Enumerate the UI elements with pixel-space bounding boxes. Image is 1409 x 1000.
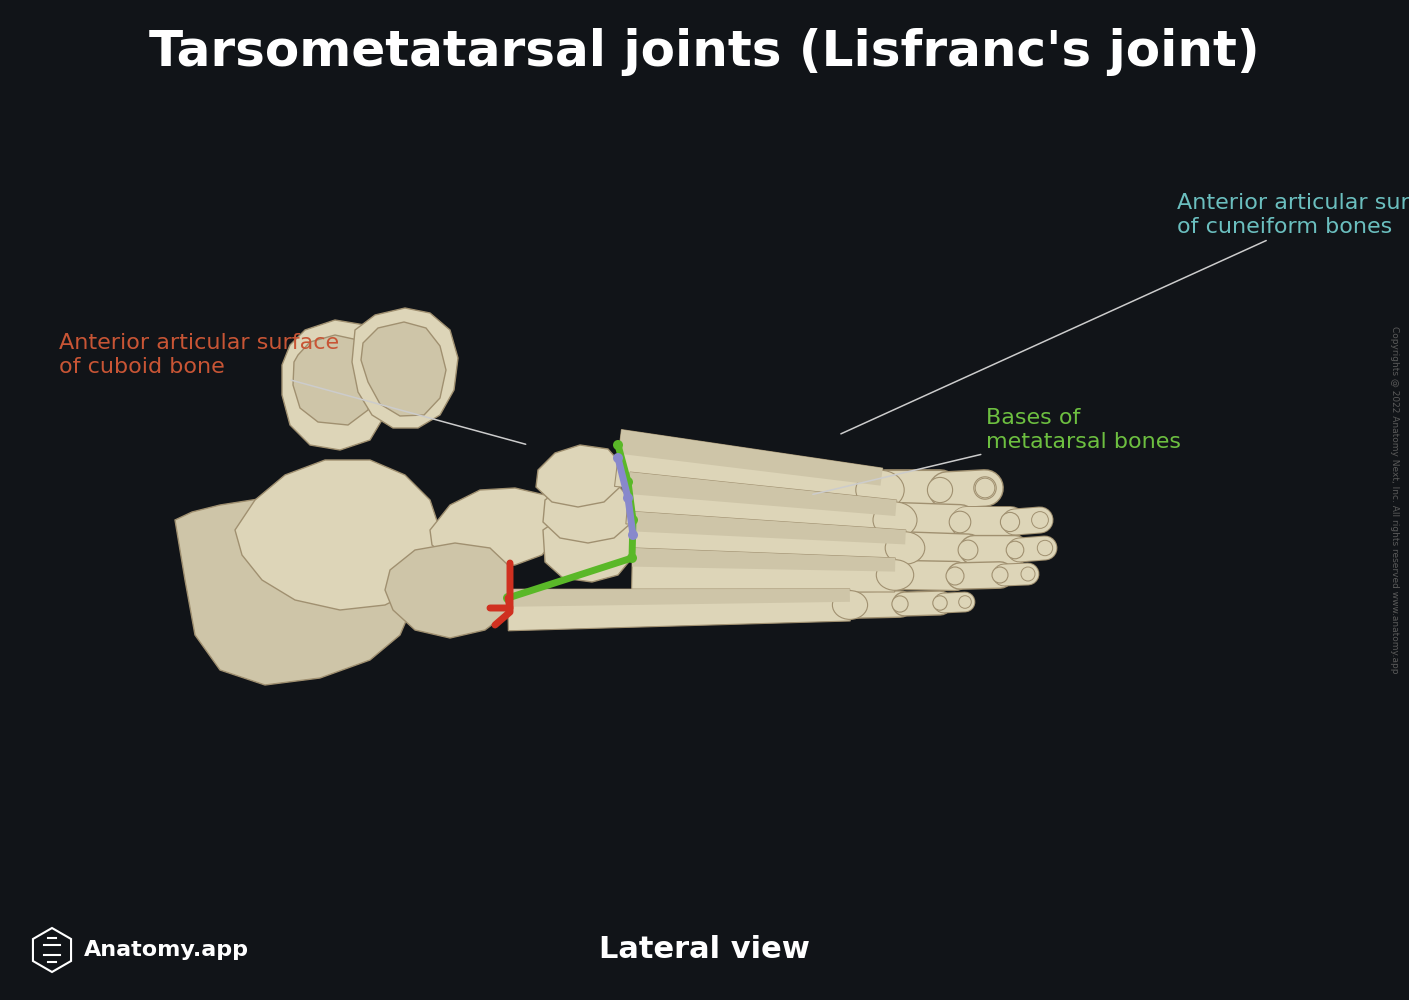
Circle shape	[927, 477, 952, 503]
Polygon shape	[430, 488, 559, 568]
Text: Bases of
metatarsal bones: Bases of metatarsal bones	[813, 408, 1181, 494]
Circle shape	[627, 553, 637, 563]
Text: Anatomy.app: Anatomy.app	[85, 940, 249, 960]
Polygon shape	[507, 589, 850, 631]
Text: Copyrights @ 2022 Anatomy Next, Inc. All rights reserved www.anatomy.app: Copyrights @ 2022 Anatomy Next, Inc. All…	[1391, 326, 1399, 674]
Polygon shape	[507, 589, 850, 607]
Circle shape	[613, 453, 623, 463]
Circle shape	[623, 477, 633, 487]
Polygon shape	[619, 430, 882, 486]
Circle shape	[628, 515, 638, 525]
Polygon shape	[235, 460, 440, 610]
Circle shape	[1031, 512, 1048, 528]
Circle shape	[958, 596, 971, 608]
Circle shape	[992, 567, 1007, 583]
Polygon shape	[542, 480, 633, 543]
Polygon shape	[631, 548, 895, 592]
Text: Anterior articular surface
of cuboid bone: Anterior articular surface of cuboid bon…	[59, 333, 526, 444]
Circle shape	[1037, 540, 1053, 556]
Circle shape	[1022, 567, 1036, 581]
Circle shape	[958, 540, 978, 560]
Polygon shape	[633, 512, 906, 544]
Text: Anterior articular surfaces
of cuneiform bones: Anterior articular surfaces of cuneiform…	[841, 193, 1409, 434]
Circle shape	[974, 477, 996, 499]
Polygon shape	[626, 472, 896, 540]
Polygon shape	[280, 470, 410, 530]
Circle shape	[945, 567, 964, 585]
Circle shape	[628, 530, 638, 540]
Ellipse shape	[855, 470, 905, 510]
Circle shape	[613, 440, 623, 450]
Polygon shape	[628, 472, 896, 516]
Text: Lateral view: Lateral view	[599, 936, 809, 964]
Polygon shape	[175, 498, 416, 685]
Circle shape	[892, 596, 907, 612]
Polygon shape	[352, 308, 458, 428]
Polygon shape	[535, 445, 621, 507]
Circle shape	[975, 478, 995, 498]
Circle shape	[950, 511, 971, 533]
Polygon shape	[631, 512, 906, 566]
Circle shape	[933, 596, 947, 610]
Polygon shape	[282, 320, 390, 450]
Polygon shape	[614, 430, 882, 512]
Ellipse shape	[874, 502, 917, 538]
Ellipse shape	[876, 560, 913, 590]
Circle shape	[1000, 512, 1020, 532]
Text: Tarsometatarsal joints (Lisfranc's joint): Tarsometatarsal joints (Lisfranc's joint…	[149, 28, 1260, 76]
Polygon shape	[361, 322, 447, 416]
Polygon shape	[293, 335, 375, 425]
Circle shape	[623, 493, 633, 503]
Polygon shape	[633, 548, 895, 572]
Polygon shape	[385, 543, 510, 638]
Circle shape	[1006, 541, 1024, 559]
Polygon shape	[542, 510, 635, 582]
Ellipse shape	[885, 532, 924, 564]
Circle shape	[503, 593, 513, 603]
Ellipse shape	[833, 591, 868, 619]
